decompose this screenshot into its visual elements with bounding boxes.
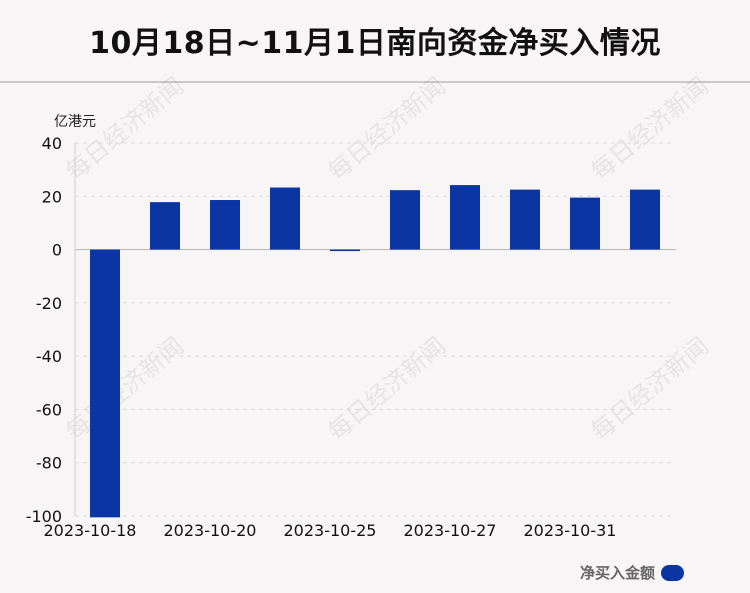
x-tick-label: 2023-10-27 [404, 521, 497, 540]
bar [450, 185, 480, 250]
bar [390, 190, 420, 250]
chart-title: 10月18日~11月1日南向资金净买入情况 [89, 26, 661, 61]
y-tick-label: -60 [36, 400, 62, 419]
watermark-text: 每日经济新闻 [323, 72, 451, 186]
bar [570, 197, 600, 250]
watermark-text: 每日经济新闻 [61, 332, 189, 446]
x-tick-label: 2023-10-18 [44, 521, 137, 540]
title-divider [0, 81, 750, 83]
y-tick-label: -20 [36, 294, 62, 313]
watermark-text: 每日经济新闻 [323, 332, 451, 446]
watermark-text: 每日经济新闻 [586, 332, 714, 446]
y-tick-label: 0 [52, 241, 62, 260]
bar [210, 200, 240, 250]
bar [330, 249, 360, 252]
bar [510, 189, 540, 250]
y-tick-label: 40 [42, 134, 62, 153]
bar [150, 202, 180, 250]
y-tick-label: 20 [42, 187, 62, 206]
x-tick-label: 2023-10-31 [524, 521, 617, 540]
x-tick-label: 2023-10-25 [284, 521, 377, 540]
bar [270, 187, 300, 250]
y-axis-unit: 亿港元 [54, 114, 96, 130]
bar [90, 249, 120, 518]
legend: 净买入金额 [580, 562, 684, 583]
y-tick-labels: 40 20 0 -20 -40 -60 -80 -100 [26, 134, 62, 526]
watermark-text: 每日经济新闻 [61, 72, 189, 186]
bar [630, 189, 660, 250]
watermark-text: 每日经济新闻 [586, 72, 714, 186]
y-tick-label: -100 [26, 507, 62, 526]
y-tick-label: -40 [36, 347, 62, 366]
x-tick-labels: 2023-10-18 2023-10-20 2023-10-25 2023-10-27… [44, 521, 617, 540]
bars [90, 185, 660, 518]
legend-label: 净买入金额 [579, 564, 655, 582]
x-tick-label: 2023-10-20 [164, 521, 257, 540]
y-tick-label: -80 [36, 454, 62, 473]
legend-swatch [661, 564, 684, 581]
